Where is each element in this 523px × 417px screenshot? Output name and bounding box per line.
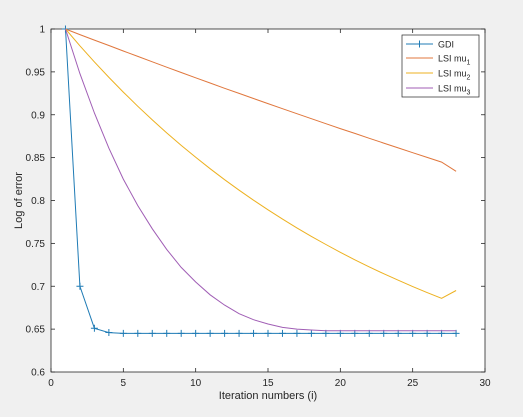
y-tick-label: 0.65 <box>26 325 46 336</box>
series-line <box>65 28 457 172</box>
data-point-marker <box>293 329 301 337</box>
y-tick-label: 0.9 <box>31 110 45 121</box>
x-tick-label: 10 <box>190 378 202 389</box>
data-point-marker <box>163 329 171 337</box>
data-point-marker <box>221 329 229 337</box>
series-line <box>65 28 457 334</box>
x-tick-label: 0 <box>48 378 54 389</box>
data-point-marker <box>278 329 286 337</box>
data-point-marker <box>76 282 84 290</box>
y-tick-label: 1 <box>39 25 45 36</box>
data-point-marker <box>148 329 156 337</box>
y-tick-label: 0.7 <box>31 282 45 293</box>
legend-label: LSI mu3 <box>438 84 471 97</box>
data-point-marker <box>192 329 200 337</box>
series-layer <box>61 25 460 337</box>
data-point-marker <box>264 329 272 337</box>
data-point-marker <box>105 329 113 337</box>
series-4 <box>65 28 457 332</box>
y-tick-label: 0.6 <box>31 368 45 379</box>
legend-label: LSI mu1 <box>438 54 471 67</box>
y-tick-label: 0.8 <box>31 196 45 207</box>
legend-items: GDI LSI mu1 LSI mu2 LSI mu3 <box>406 40 471 97</box>
legend-label: GDI <box>438 40 454 50</box>
series-3 <box>65 28 457 299</box>
legend-label: LSI mu2 <box>438 69 471 82</box>
x-axis-label: Iteration numbers (i) <box>219 390 317 402</box>
legend-entry: GDI <box>406 40 454 50</box>
data-point-marker <box>119 329 127 337</box>
series-1 <box>61 25 460 337</box>
legend: GDI LSI mu1 LSI mu2 LSI mu3 <box>401 34 480 98</box>
data-point-marker <box>235 329 243 337</box>
series-line <box>65 28 457 332</box>
y-axis-label: Log of error <box>13 172 25 229</box>
data-point-marker <box>90 324 98 332</box>
legend-entry: LSI mu1 <box>406 54 471 67</box>
x-tick-label: 15 <box>262 378 274 389</box>
data-point-marker <box>61 25 69 33</box>
data-point-marker <box>307 329 315 337</box>
y-tick-label: 0.95 <box>26 67 46 78</box>
x-tick-label: 5 <box>121 378 127 389</box>
y-tick-label: 0.75 <box>26 239 46 250</box>
legend-box <box>401 34 480 98</box>
x-tick-label: 20 <box>335 378 347 389</box>
legend-entry: LSI mu3 <box>406 84 471 97</box>
series-2 <box>65 28 457 172</box>
legend-marker <box>416 40 423 48</box>
legend-entry: LSI mu2 <box>406 69 471 82</box>
x-tick-label: 30 <box>479 378 491 389</box>
axes-layer: 0 5 10 15 20 25 30 0.6 0.65 0.7 0.75 0.8 0.85 0.9 0.95… <box>26 25 491 390</box>
data-point-marker <box>250 329 258 337</box>
data-point-marker <box>206 329 214 337</box>
y-tick-label: 0.85 <box>26 153 46 164</box>
data-point-marker <box>134 329 142 337</box>
data-point-marker <box>177 329 185 337</box>
x-tick-label: 25 <box>407 378 419 389</box>
series-line <box>65 28 457 299</box>
